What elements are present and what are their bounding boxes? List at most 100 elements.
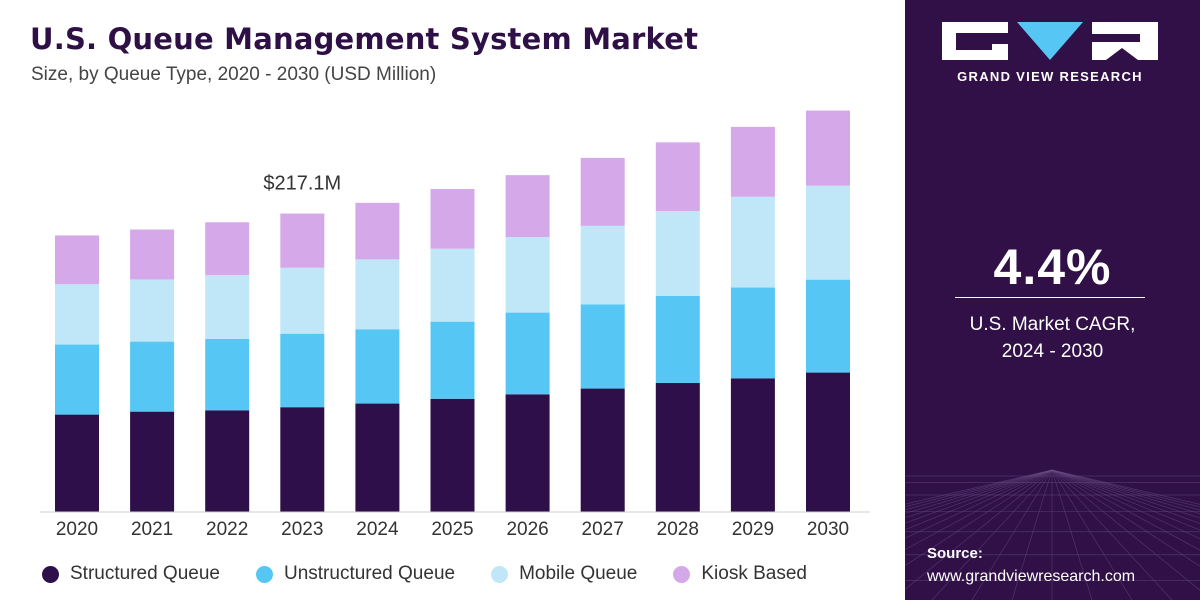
legend-label: Structured Queue bbox=[70, 563, 220, 584]
bar-segment-2023-mobile-queue bbox=[280, 267, 325, 334]
chart-panel: U.S. Queue Management System Market Size… bbox=[30, 22, 870, 588]
cagr-value: 4.4% bbox=[993, 239, 1112, 295]
bar-segment-2020-structured-queue bbox=[55, 414, 99, 512]
grid-line bbox=[1051, 469, 1200, 524]
grid-line bbox=[905, 469, 1053, 505]
bar-segment-2024-kiosk-based bbox=[355, 202, 400, 260]
grid-line bbox=[905, 469, 1053, 514]
bar-segment-2024-unstructured-queue bbox=[355, 329, 400, 404]
bar-segment-2025-unstructured-queue bbox=[430, 321, 475, 399]
bar-segment-2025-kiosk-based bbox=[430, 188, 475, 249]
legend-label: Unstructured Queue bbox=[283, 563, 456, 584]
grid-line bbox=[1051, 469, 1200, 511]
legend-label: Kiosk Based bbox=[701, 563, 807, 584]
grid-line bbox=[905, 469, 1053, 531]
bar-segment-2026-unstructured-queue bbox=[505, 312, 550, 395]
bar-segment-2023-unstructured-queue bbox=[280, 333, 325, 408]
logo-v-icon bbox=[1017, 22, 1083, 60]
grid-line bbox=[905, 469, 1053, 590]
x-tick-label: 2022 bbox=[206, 519, 248, 540]
bar-segment-2026-mobile-queue bbox=[505, 237, 550, 313]
bar-segment-2030-kiosk-based bbox=[806, 110, 850, 186]
bar-segment-2022-kiosk-based bbox=[205, 222, 250, 276]
logo-r-icon bbox=[1092, 22, 1158, 60]
legend-item-structured-queue: Structured Queue bbox=[42, 563, 220, 585]
bar-segment-2022-unstructured-queue bbox=[205, 338, 250, 411]
cagr-label-line1: U.S. Market CAGR, bbox=[969, 314, 1136, 335]
grid-line bbox=[1051, 469, 1200, 505]
bar-segment-2030-mobile-queue bbox=[806, 185, 850, 280]
bar-segment-2030-structured-queue bbox=[806, 372, 850, 512]
x-tick-label: 2024 bbox=[356, 519, 399, 540]
source-label: Source: bbox=[927, 545, 983, 562]
legend-swatch-kiosk-based bbox=[673, 565, 691, 583]
bar-segment-2029-kiosk-based bbox=[730, 126, 775, 197]
grid-line bbox=[905, 469, 1053, 566]
bar-segment-2021-structured-queue bbox=[130, 411, 175, 512]
grid-line bbox=[1051, 469, 1200, 540]
bar-segment-2025-mobile-queue bbox=[430, 248, 475, 322]
bar-segment-2024-structured-queue bbox=[355, 403, 400, 512]
x-tick-label: 2029 bbox=[732, 519, 774, 540]
chart-legend: Structured Queue Unstructured Queue Mobi… bbox=[42, 560, 843, 588]
sidebar-panel: GRAND VIEW RESEARCH 4.4% U.S. Market CAG… bbox=[905, 0, 1200, 600]
bar-segment-2026-kiosk-based bbox=[505, 175, 550, 238]
bar-segment-2029-structured-queue bbox=[730, 378, 775, 512]
bar-segment-2030-unstructured-queue bbox=[806, 279, 850, 373]
grid-line bbox=[905, 469, 1053, 551]
grid-line bbox=[1011, 469, 1053, 600]
bar-segment-2023-structured-queue bbox=[280, 407, 325, 512]
grid-line bbox=[1051, 469, 1200, 551]
bar-segment-2027-structured-queue bbox=[580, 388, 625, 512]
source-url[interactable]: www.grandviewresearch.com bbox=[927, 568, 1136, 585]
grid-line bbox=[905, 469, 1053, 511]
bar-segment-2020-mobile-queue bbox=[55, 284, 99, 345]
grid-line bbox=[1051, 469, 1200, 531]
chart-subtitle: Size, by Queue Type, 2020 - 2030 (USD Mi… bbox=[31, 64, 437, 85]
x-tick-label: 2020 bbox=[56, 519, 98, 540]
bar-segment-2028-structured-queue bbox=[655, 382, 700, 512]
bar-segment-2028-unstructured-queue bbox=[655, 295, 700, 383]
grid-line bbox=[905, 469, 1053, 524]
x-tick-label: 2023 bbox=[281, 519, 323, 540]
grid-line bbox=[1051, 469, 1200, 591]
bar-segment-2029-mobile-queue bbox=[730, 196, 775, 288]
x-tick-label: 2030 bbox=[807, 519, 849, 540]
legend-item-kiosk-based: Kiosk Based bbox=[673, 563, 807, 585]
bar-segment-2027-kiosk-based bbox=[580, 157, 625, 226]
bar-segment-2022-mobile-queue bbox=[205, 275, 250, 339]
legend-item-mobile-queue: Mobile Queue bbox=[491, 563, 637, 585]
grid-line bbox=[905, 469, 1053, 508]
cagr-divider bbox=[955, 297, 1145, 298]
grid-line bbox=[1051, 469, 1200, 567]
bar-segment-2025-structured-queue bbox=[430, 398, 475, 512]
bar-segment-2029-unstructured-queue bbox=[730, 287, 775, 379]
legend-label: Mobile Queue bbox=[519, 563, 638, 584]
grid-line bbox=[1051, 469, 1200, 515]
brand-name: GRAND VIEW RESEARCH bbox=[957, 69, 1143, 84]
logo-g-icon bbox=[942, 22, 1008, 60]
grid-line bbox=[1051, 469, 1173, 600]
grid-line bbox=[1051, 469, 1093, 600]
decorative-grid-background bbox=[905, 469, 1200, 600]
grid-line bbox=[1051, 469, 1200, 519]
grid-line bbox=[905, 469, 1053, 519]
bar-segment-2023-kiosk-based bbox=[280, 213, 325, 268]
bar-segment-2021-unstructured-queue bbox=[130, 341, 175, 412]
grid-line bbox=[971, 469, 1053, 600]
bar-segment-2024-mobile-queue bbox=[355, 259, 400, 330]
grid-line bbox=[905, 469, 1053, 539]
bar-segment-2027-mobile-queue bbox=[580, 225, 625, 305]
x-tick-label: 2026 bbox=[506, 519, 548, 540]
chart-title: U.S. Queue Management System Market bbox=[30, 22, 699, 56]
x-tick-label: 2027 bbox=[582, 519, 624, 540]
x-tick-label: 2025 bbox=[431, 519, 473, 540]
grid-line bbox=[931, 469, 1053, 600]
grid-line bbox=[1051, 469, 1133, 600]
bar-segment-2021-kiosk-based bbox=[130, 229, 175, 280]
x-tick-label: 2021 bbox=[131, 519, 173, 540]
bar-segment-2020-unstructured-queue bbox=[55, 344, 99, 415]
grid-line bbox=[1051, 469, 1200, 508]
bar-segment-2028-mobile-queue bbox=[655, 211, 700, 296]
bar-segment-2021-mobile-queue bbox=[130, 279, 175, 342]
